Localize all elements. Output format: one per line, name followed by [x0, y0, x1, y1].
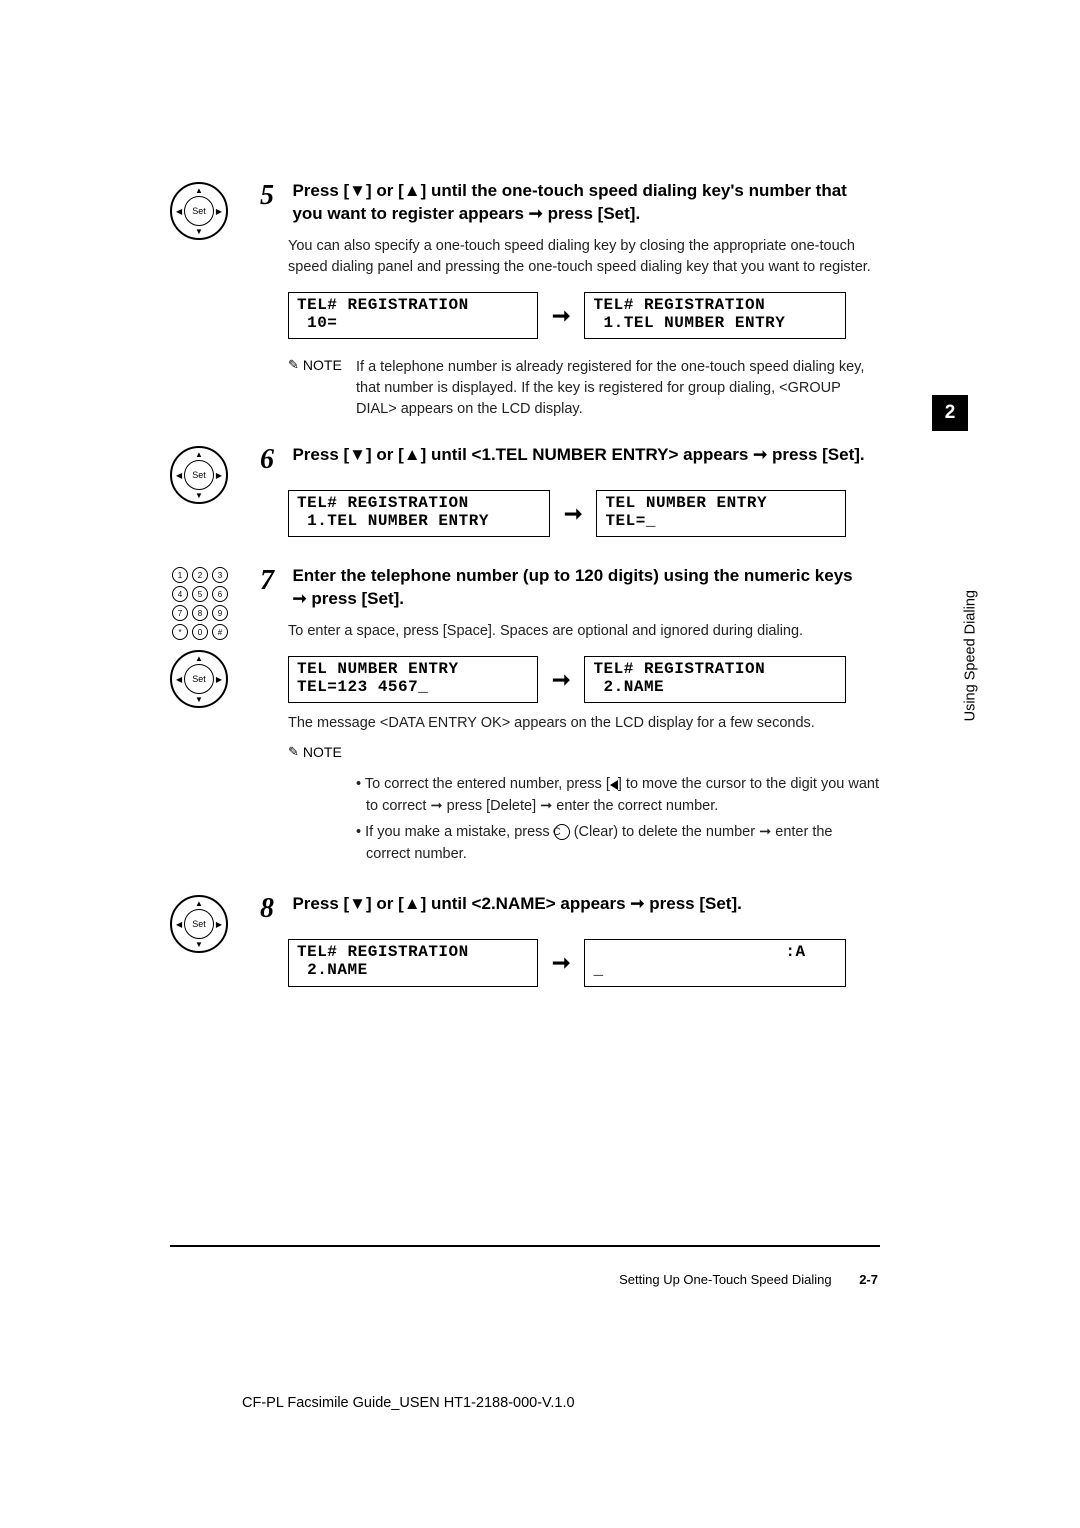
- arrow-icon: ➞: [564, 501, 582, 527]
- step-5: ▲▼ ◀▶ Set 5 Press [▼] or [▲] until the o…: [170, 180, 880, 420]
- numeric-keypad-icon: 123 456 789 *0#: [170, 567, 230, 640]
- step-description: To enter a space, press [Space]. Spaces …: [288, 621, 880, 642]
- set-button-icon: ▲▼ ◀▶ Set: [170, 895, 228, 953]
- lcd-display: TEL# REGISTRATION 2.NAME: [584, 656, 846, 703]
- arrow-icon: ➞: [552, 667, 570, 693]
- step-number: 8: [260, 893, 288, 925]
- list-item: To correct the entered number, press [] …: [288, 774, 880, 818]
- step-number: 6: [260, 444, 288, 476]
- arrow-icon: ➞: [552, 303, 570, 329]
- footer: Setting Up One-Touch Speed Dialing 2-7: [619, 1272, 878, 1287]
- footer-rule: [170, 1245, 880, 1247]
- step-6: ▲▼ ◀▶ Set 6 Press [▼] or [▲] until <1.TE…: [170, 444, 880, 537]
- step-after-text: The message <DATA ENTRY OK> appears on t…: [288, 713, 880, 734]
- set-button-icon: ▲▼ ◀▶ Set: [170, 446, 228, 504]
- main-content: ▲▼ ◀▶ Set 5 Press [▼] or [▲] until the o…: [170, 180, 880, 1007]
- pencil-icon: ✎: [288, 357, 299, 373]
- arrow-icon: ➞: [552, 950, 570, 976]
- step-heading: Enter the telephone number (up to 120 di…: [292, 565, 867, 611]
- step-number: 7: [260, 565, 288, 597]
- step-number: 5: [260, 180, 288, 212]
- note-label: ✎ NOTE: [288, 357, 356, 420]
- left-triangle-icon: [610, 780, 618, 790]
- clear-key-icon: C: [554, 824, 570, 840]
- pencil-icon: ✎: [288, 744, 299, 760]
- step-7: 123 456 789 *0# ▲▼ ◀▶ Set 7 Enter the te…: [170, 565, 880, 869]
- step-heading: Press [▼] or [▲] until the one-touch spe…: [292, 180, 867, 226]
- note-label: ✎ NOTE: [288, 744, 356, 760]
- lcd-display: TEL# REGISTRATION 10=: [288, 292, 538, 339]
- set-button-icon: ▲▼ ◀▶ Set: [170, 182, 228, 240]
- list-item: If you make a mistake, press C (Clear) t…: [288, 822, 880, 866]
- page-number: 2-7: [859, 1272, 878, 1287]
- set-button-icon: ▲▼ ◀▶ Set: [170, 650, 228, 708]
- lcd-display: :A _: [584, 939, 846, 986]
- lcd-display: TEL NUMBER ENTRY TEL=_: [596, 490, 846, 537]
- chapter-side-label: Using Speed Dialing: [962, 590, 978, 721]
- lcd-display: TEL# REGISTRATION 1.TEL NUMBER ENTRY: [288, 490, 550, 537]
- lcd-display: TEL# REGISTRATION 1.TEL NUMBER ENTRY: [584, 292, 846, 339]
- step-description: You can also specify a one-touch speed d…: [288, 236, 880, 278]
- footer-title: Setting Up One-Touch Speed Dialing: [619, 1272, 831, 1287]
- note-text: If a telephone number is already registe…: [356, 357, 880, 420]
- lcd-display: TEL NUMBER ENTRY TEL=123 4567_: [288, 656, 538, 703]
- lcd-display: TEL# REGISTRATION 2.NAME: [288, 939, 538, 986]
- step-8: ▲▼ ◀▶ Set 8 Press [▼] or [▲] until <2.NA…: [170, 893, 880, 986]
- step-heading: Press [▼] or [▲] until <2.NAME> appears …: [292, 893, 867, 916]
- chapter-tab: 2: [932, 395, 968, 431]
- document-id: CF-PL Facsimile Guide_USEN HT1-2188-000-…: [242, 1395, 575, 1411]
- step-heading: Press [▼] or [▲] until <1.TEL NUMBER ENT…: [292, 444, 867, 467]
- note-bullet-list: To correct the entered number, press [] …: [288, 774, 880, 865]
